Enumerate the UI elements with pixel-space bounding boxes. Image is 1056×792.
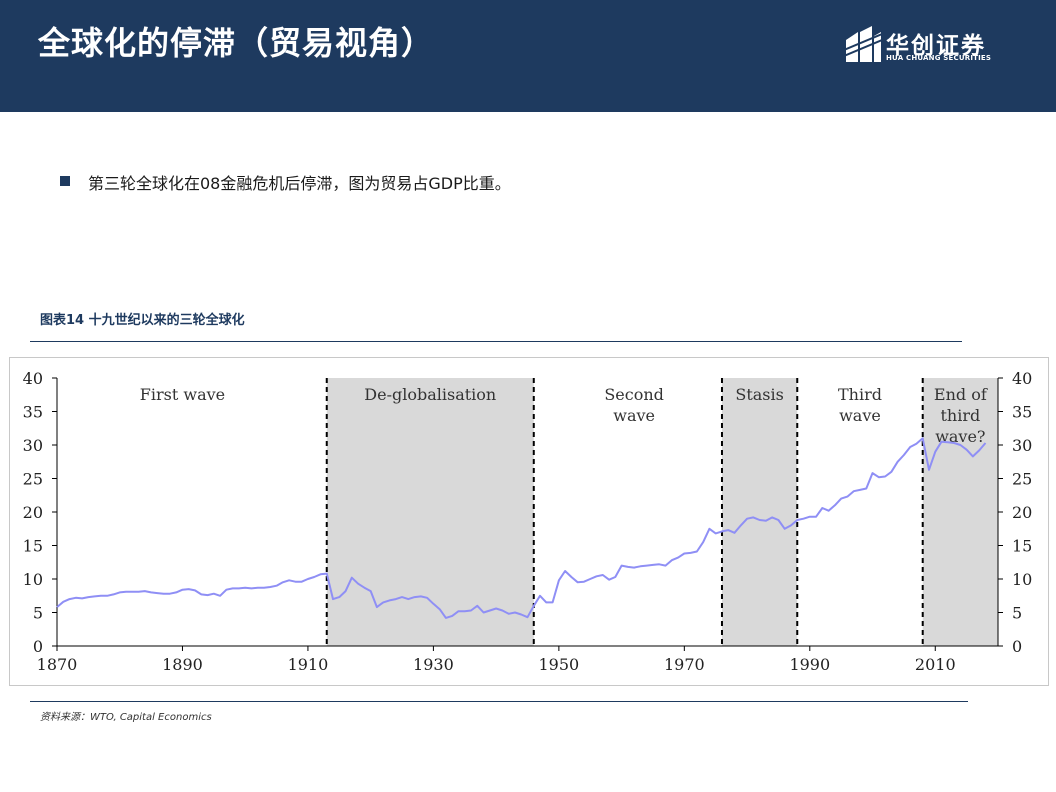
page-title: 全球化的停滞（贸易视角） [38, 24, 435, 62]
y-tick-label-left: 10 [23, 570, 43, 589]
x-tick-label: 1990 [789, 655, 830, 674]
period-label: wave [839, 406, 881, 425]
y-tick-label-right: 35 [1012, 403, 1032, 422]
source-divider [30, 701, 968, 702]
y-tick-label-right: 25 [1012, 470, 1032, 489]
y-tick-label-right: 10 [1012, 570, 1032, 589]
square-bullet-icon [60, 176, 70, 186]
period-label: First wave [140, 385, 225, 404]
logo-mark-icon [844, 26, 882, 62]
caption-divider [30, 341, 962, 342]
x-tick-label: 1950 [539, 655, 580, 674]
x-tick-label: 2010 [915, 655, 956, 674]
logo-english-name: HUA CHUANG SECURITIES [886, 54, 992, 62]
x-tick-label: 1910 [288, 655, 329, 674]
y-tick-label-right: 30 [1012, 436, 1032, 455]
trade-gdp-series-line-0 [56, 437, 987, 619]
header-bar: 全球化的停滞（贸易视角） 华创证券 HUA CHUANG SECURITIES [0, 0, 1056, 112]
y-tick-label-right: 5 [1012, 604, 1022, 623]
shaded-period-1 [721, 378, 798, 646]
y-tick-label-right: 0 [1012, 637, 1022, 656]
y-tick-label-left: 0 [33, 637, 43, 656]
y-tick-label-right: 15 [1012, 537, 1032, 556]
period-label: third [940, 406, 980, 425]
period-label: Stasis [735, 385, 783, 404]
x-tick-label: 1930 [413, 655, 454, 674]
y-tick-label-left: 35 [23, 403, 43, 422]
period-label: De-globalisation [364, 385, 496, 404]
y-tick-label-right: 40 [1012, 369, 1032, 388]
company-logo: 华创证券 HUA CHUANG SECURITIES [844, 26, 1004, 66]
y-tick-label-right: 20 [1012, 503, 1032, 522]
source-note: 资料来源：WTO, Capital Economics [40, 712, 212, 723]
y-tick-label-left: 40 [23, 369, 43, 388]
x-tick-label: 1870 [37, 655, 78, 674]
period-label: wave [613, 406, 655, 425]
shaded-period-2 [922, 378, 998, 646]
shaded-period-0 [326, 378, 534, 646]
logo-chinese-name: 华创证券 [886, 33, 986, 59]
x-tick-label: 1970 [664, 655, 705, 674]
y-tick-label-left: 5 [33, 604, 43, 623]
period-label: Second [604, 385, 664, 404]
y-tick-label-left: 15 [23, 537, 43, 556]
y-tick-label-left: 30 [23, 436, 43, 455]
bullet-text: 第三轮全球化在08金融危机后停滞，图为贸易占GDP比重。 [88, 174, 511, 193]
y-tick-label-left: 20 [23, 503, 43, 522]
period-label: wave? [935, 427, 985, 446]
y-tick-label-left: 25 [23, 470, 43, 489]
trade-gdp-chart: 0 0 5 5 10 10 15 15 20 20 25 25 30 30 35 35 40 40 1870 1890… [23, 369, 1033, 674]
period-label: Third [838, 385, 882, 404]
chart-frame: 0 0 5 5 10 10 15 15 20 20 25 25 30 30 35 35 40 40 1870 1890… [9, 357, 1049, 686]
figure-caption: 图表14 十九世纪以来的三轮全球化 [40, 313, 245, 328]
x-tick-label: 1890 [162, 655, 203, 674]
period-label: End of [934, 385, 988, 404]
